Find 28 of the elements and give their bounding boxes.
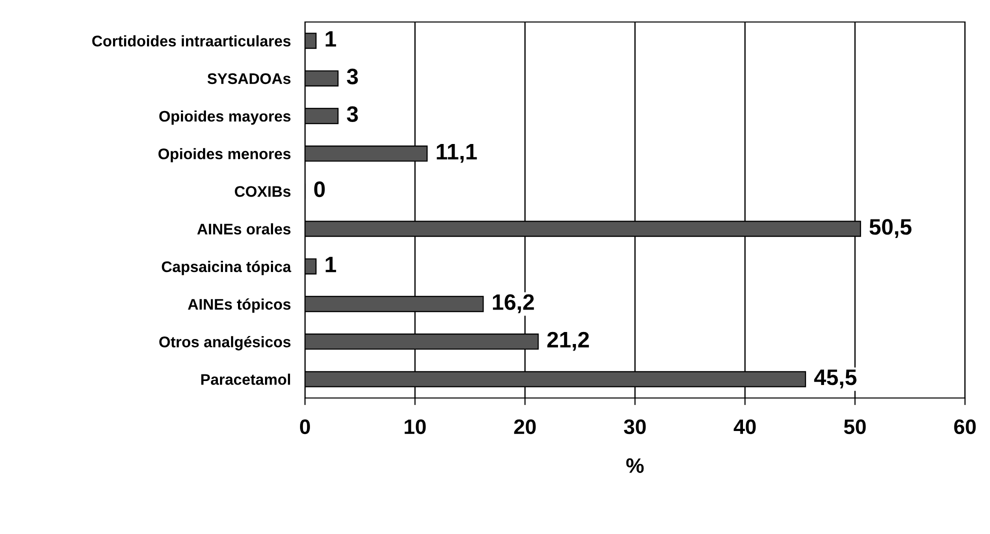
y-tick-label: Opioides menores [158,148,290,162]
y-tick-label: Otros analgésicos [159,336,290,350]
x-tick-label: 50 [844,419,866,434]
data-label: 3 [346,68,358,84]
x-tick-label: 60 [954,419,976,434]
y-tick-label: Capsaicina tópica [162,260,292,276]
y-tick-label: AINEs orales [197,223,290,234]
x-tick-label: 40 [734,419,756,434]
x-tick-label: 10 [404,419,426,434]
y-tick-label: AINEs tópicos [188,298,290,313]
x-tick-label: 20 [514,419,536,434]
y-tick-label: SYSADOAs [208,73,290,84]
data-label: 16,2 [492,294,534,314]
data-label: 50,5 [870,219,912,238]
data-label: 0 [314,181,325,198]
data-label: 1 [326,256,336,272]
y-tick-label: COXIBs [234,186,290,197]
y-tick-label: Opioides mayores [159,110,290,125]
data-label: 11,1 [436,144,477,163]
data-label: 21,2 [547,332,589,351]
data-label: 3 [346,106,358,122]
y-tick-label: Paracetamol [201,374,290,385]
y-tick-label: Cortidoides intraarticulares [92,35,290,46]
x-axis-title: % [626,458,644,473]
data-label: 45,5 [814,370,856,388]
data-label: 1 [326,31,336,47]
x-tick-label: 0 [300,419,310,434]
x-tick-label: 30 [624,419,646,434]
